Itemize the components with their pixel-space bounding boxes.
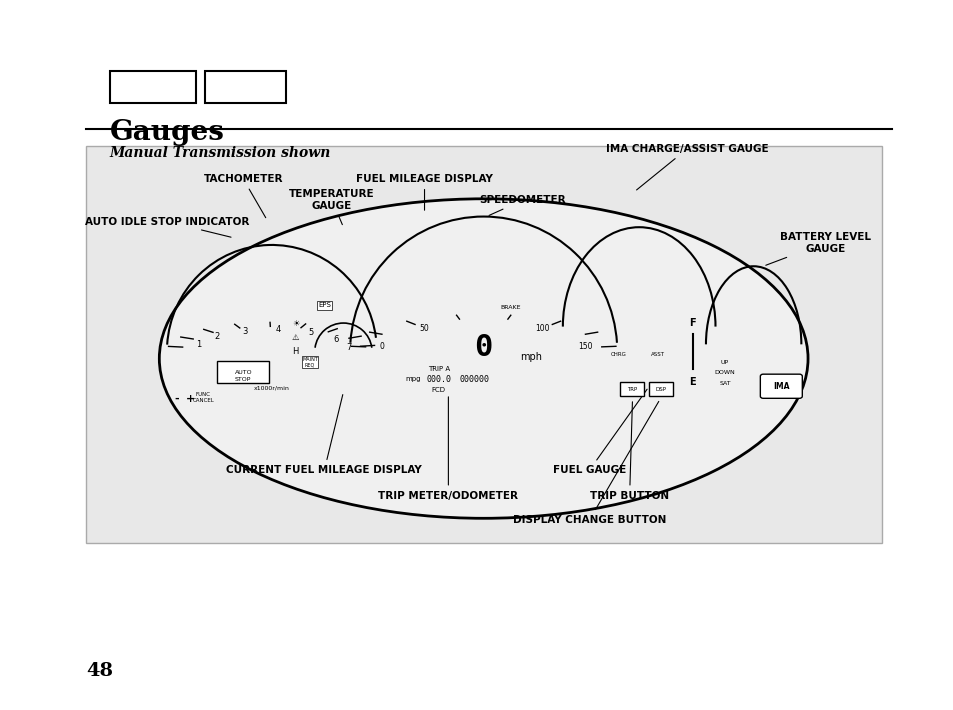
- Text: SAT: SAT: [719, 381, 730, 386]
- Text: CURRENT FUEL MILEAGE DISPLAY: CURRENT FUEL MILEAGE DISPLAY: [226, 395, 422, 475]
- Text: AUTO: AUTO: [234, 369, 252, 375]
- Text: CHRG: CHRG: [610, 352, 625, 358]
- Text: MAINT
REQ: MAINT REQ: [302, 356, 317, 368]
- Text: BATTERY LEVEL
GAUGE: BATTERY LEVEL GAUGE: [765, 232, 870, 266]
- Text: 000.0: 000.0: [426, 375, 451, 383]
- Text: ☀: ☀: [292, 319, 299, 327]
- Text: IMA: IMA: [772, 382, 789, 390]
- Text: 150: 150: [578, 342, 592, 351]
- Bar: [216, 361, 269, 383]
- Text: H: H: [293, 347, 298, 356]
- Text: TACHOMETER: TACHOMETER: [203, 174, 283, 218]
- Text: E: E: [689, 377, 695, 387]
- Text: TRIP A: TRIP A: [427, 366, 450, 372]
- Text: 5: 5: [308, 328, 314, 337]
- Text: Manual Transmission shown: Manual Transmission shown: [110, 146, 331, 160]
- Text: 0: 0: [474, 334, 493, 362]
- Text: STOP: STOP: [234, 376, 252, 382]
- Text: ⚠: ⚠: [292, 333, 299, 342]
- Text: FCD: FCD: [432, 387, 445, 393]
- Text: 7: 7: [346, 343, 352, 352]
- Text: +: +: [186, 394, 195, 404]
- Bar: [648, 382, 672, 396]
- Text: 4: 4: [275, 325, 281, 334]
- Text: FUEL GAUGE: FUEL GAUGE: [553, 389, 646, 475]
- Text: EPS: EPS: [317, 302, 331, 308]
- Text: BRAKE: BRAKE: [499, 305, 520, 310]
- Text: mph: mph: [519, 352, 541, 362]
- Text: UP: UP: [720, 359, 728, 365]
- Text: TEMPERATURE
GAUGE: TEMPERATURE GAUGE: [289, 190, 375, 224]
- Text: mpg: mpg: [405, 376, 420, 382]
- Text: 6: 6: [333, 334, 338, 344]
- Text: F: F: [689, 318, 695, 328]
- Text: 48: 48: [86, 662, 112, 680]
- Text: TRP: TRP: [626, 386, 637, 392]
- Bar: [205, 71, 286, 103]
- Text: DOWN: DOWN: [714, 370, 735, 376]
- Text: SPEEDOMETER: SPEEDOMETER: [479, 195, 565, 215]
- Text: FUEL MILEAGE DISPLAY: FUEL MILEAGE DISPLAY: [355, 174, 493, 210]
- Text: 0: 0: [379, 342, 384, 351]
- Text: DISPLAY CHANGE BUTTON: DISPLAY CHANGE BUTTON: [513, 401, 665, 525]
- Text: 100: 100: [535, 324, 550, 332]
- Bar: [110, 71, 195, 103]
- Text: TRIP BUTTON: TRIP BUTTON: [590, 402, 668, 501]
- Text: ASST: ASST: [651, 352, 664, 358]
- Text: 000000: 000000: [458, 375, 489, 383]
- Text: 3: 3: [242, 327, 248, 336]
- Bar: [86, 146, 882, 543]
- Bar: [619, 382, 643, 396]
- Text: 2: 2: [213, 332, 219, 341]
- Ellipse shape: [159, 199, 807, 518]
- Text: x1000r/min: x1000r/min: [253, 386, 290, 391]
- Text: FUNC
CANCEL: FUNC CANCEL: [193, 392, 213, 403]
- Text: Gauges: Gauges: [110, 119, 224, 146]
- Text: -: -: [174, 394, 178, 404]
- Text: IMA CHARGE/ASSIST GAUGE: IMA CHARGE/ASSIST GAUGE: [605, 144, 767, 190]
- Text: DSP: DSP: [655, 386, 665, 392]
- Text: TRIP METER/ODOMETER: TRIP METER/ODOMETER: [378, 397, 517, 501]
- Text: 50: 50: [419, 324, 429, 332]
- FancyBboxPatch shape: [760, 374, 801, 398]
- Text: AUTO IDLE STOP INDICATOR: AUTO IDLE STOP INDICATOR: [85, 217, 249, 237]
- Text: 1: 1: [195, 339, 201, 349]
